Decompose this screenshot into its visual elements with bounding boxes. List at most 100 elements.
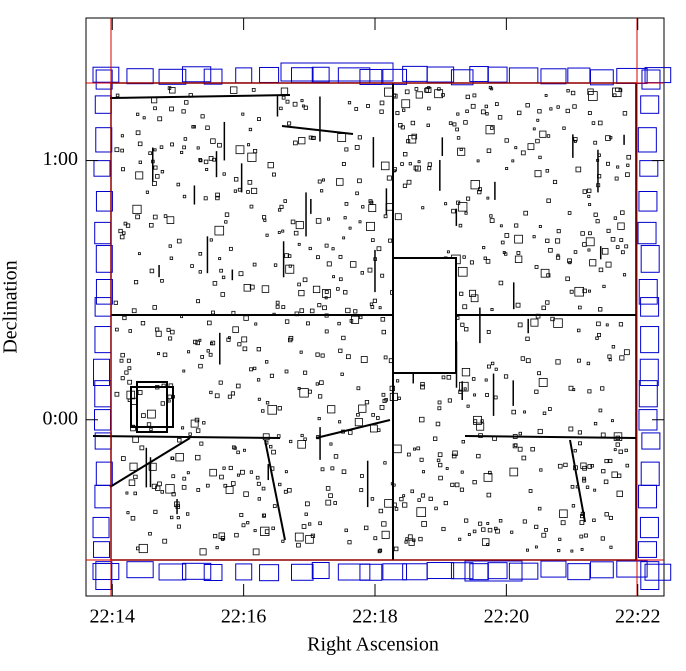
star-mask: [610, 237, 616, 242]
star-mask: [534, 524, 539, 529]
x-tick-label: 22:16: [221, 606, 267, 628]
star-mask: [363, 525, 369, 531]
star-mask: [316, 255, 320, 260]
star-mask: [308, 246, 312, 251]
star-mask: [514, 255, 523, 263]
star-mask: [215, 192, 220, 198]
star-mask: [295, 220, 304, 230]
star-mask: [338, 254, 343, 259]
star-mask: [369, 424, 378, 433]
star-mask: [499, 224, 503, 228]
star-mask: [455, 127, 459, 132]
star-mask: [215, 195, 220, 201]
star-mask: [307, 389, 312, 394]
star-mask: [220, 292, 226, 297]
star-mask: [170, 456, 174, 461]
star-mask: [238, 271, 244, 277]
star-mask: [361, 205, 365, 209]
border-field: [126, 561, 154, 579]
star-mask: [535, 138, 540, 144]
star-mask: [486, 492, 492, 498]
star-mask: [248, 127, 253, 132]
star-mask: [615, 87, 620, 92]
star-mask: [494, 526, 498, 531]
star-mask: [340, 372, 344, 376]
satellite-trail: [315, 419, 391, 439]
star-mask: [256, 378, 261, 382]
border-field: [640, 297, 660, 317]
border-field: [487, 562, 508, 580]
star-mask: [138, 160, 142, 164]
star-mask: [380, 161, 390, 171]
star-mask: [157, 481, 162, 487]
star-mask: [321, 178, 325, 182]
star-mask: [236, 450, 240, 455]
star-mask: [463, 120, 468, 125]
star-mask: [241, 112, 245, 116]
star-mask: [373, 536, 378, 541]
star-mask: [489, 214, 493, 218]
star-mask: [115, 93, 120, 98]
star-mask: [257, 397, 261, 401]
star-mask: [467, 533, 471, 536]
star-mask: [538, 155, 542, 160]
star-mask: [489, 218, 495, 223]
star-mask: [402, 502, 408, 508]
star-mask: [290, 219, 296, 225]
star-mask: [139, 445, 145, 451]
star-mask: [303, 105, 308, 110]
star-mask: [447, 398, 452, 403]
star-mask: [243, 315, 249, 321]
star-mask: [441, 526, 446, 532]
border-field: [95, 561, 113, 591]
border-field: [638, 484, 658, 509]
star-mask: [126, 358, 131, 363]
star-mask: [343, 290, 348, 295]
star-mask: [190, 264, 194, 268]
star-mask: [249, 367, 254, 372]
star-mask: [578, 305, 582, 310]
star-mask: [208, 352, 213, 357]
star-mask: [304, 512, 308, 516]
border-field: [640, 461, 660, 486]
star-mask: [330, 466, 335, 471]
star-mask: [252, 148, 258, 154]
star-mask: [181, 485, 187, 490]
star-mask: [421, 470, 425, 474]
star-mask: [180, 150, 184, 155]
star-mask: [600, 386, 605, 391]
star-mask: [125, 491, 129, 495]
star-mask: [277, 406, 282, 411]
star-mask: [585, 237, 595, 247]
star-mask: [609, 136, 613, 140]
star-mask: [155, 330, 162, 337]
star-mask: [454, 482, 460, 488]
star-mask: [408, 539, 415, 546]
star-mask: [605, 135, 611, 141]
star-mask: [281, 229, 285, 233]
star-mask: [299, 388, 309, 398]
star-mask: [255, 475, 260, 480]
star-mask: [556, 229, 561, 234]
y-tick-label: 1:00: [42, 148, 78, 170]
star-mask: [521, 455, 527, 461]
star-mask: [170, 142, 174, 147]
star-mask: [590, 464, 594, 468]
star-mask: [596, 321, 601, 327]
star-mask: [198, 270, 202, 274]
star-mask: [205, 483, 210, 488]
star-mask: [327, 405, 336, 414]
star-mask: [526, 548, 529, 552]
star-mask: [297, 242, 301, 246]
star-mask: [209, 238, 213, 242]
star-mask: [228, 465, 233, 471]
star-mask: [427, 162, 432, 167]
star-mask: [285, 99, 290, 104]
star-mask: [415, 91, 423, 99]
star-mask: [275, 304, 280, 309]
star-mask: [462, 304, 468, 310]
star-mask: [260, 526, 270, 537]
star-mask: [358, 315, 363, 320]
star-mask: [292, 101, 298, 107]
border-field: [540, 560, 567, 578]
